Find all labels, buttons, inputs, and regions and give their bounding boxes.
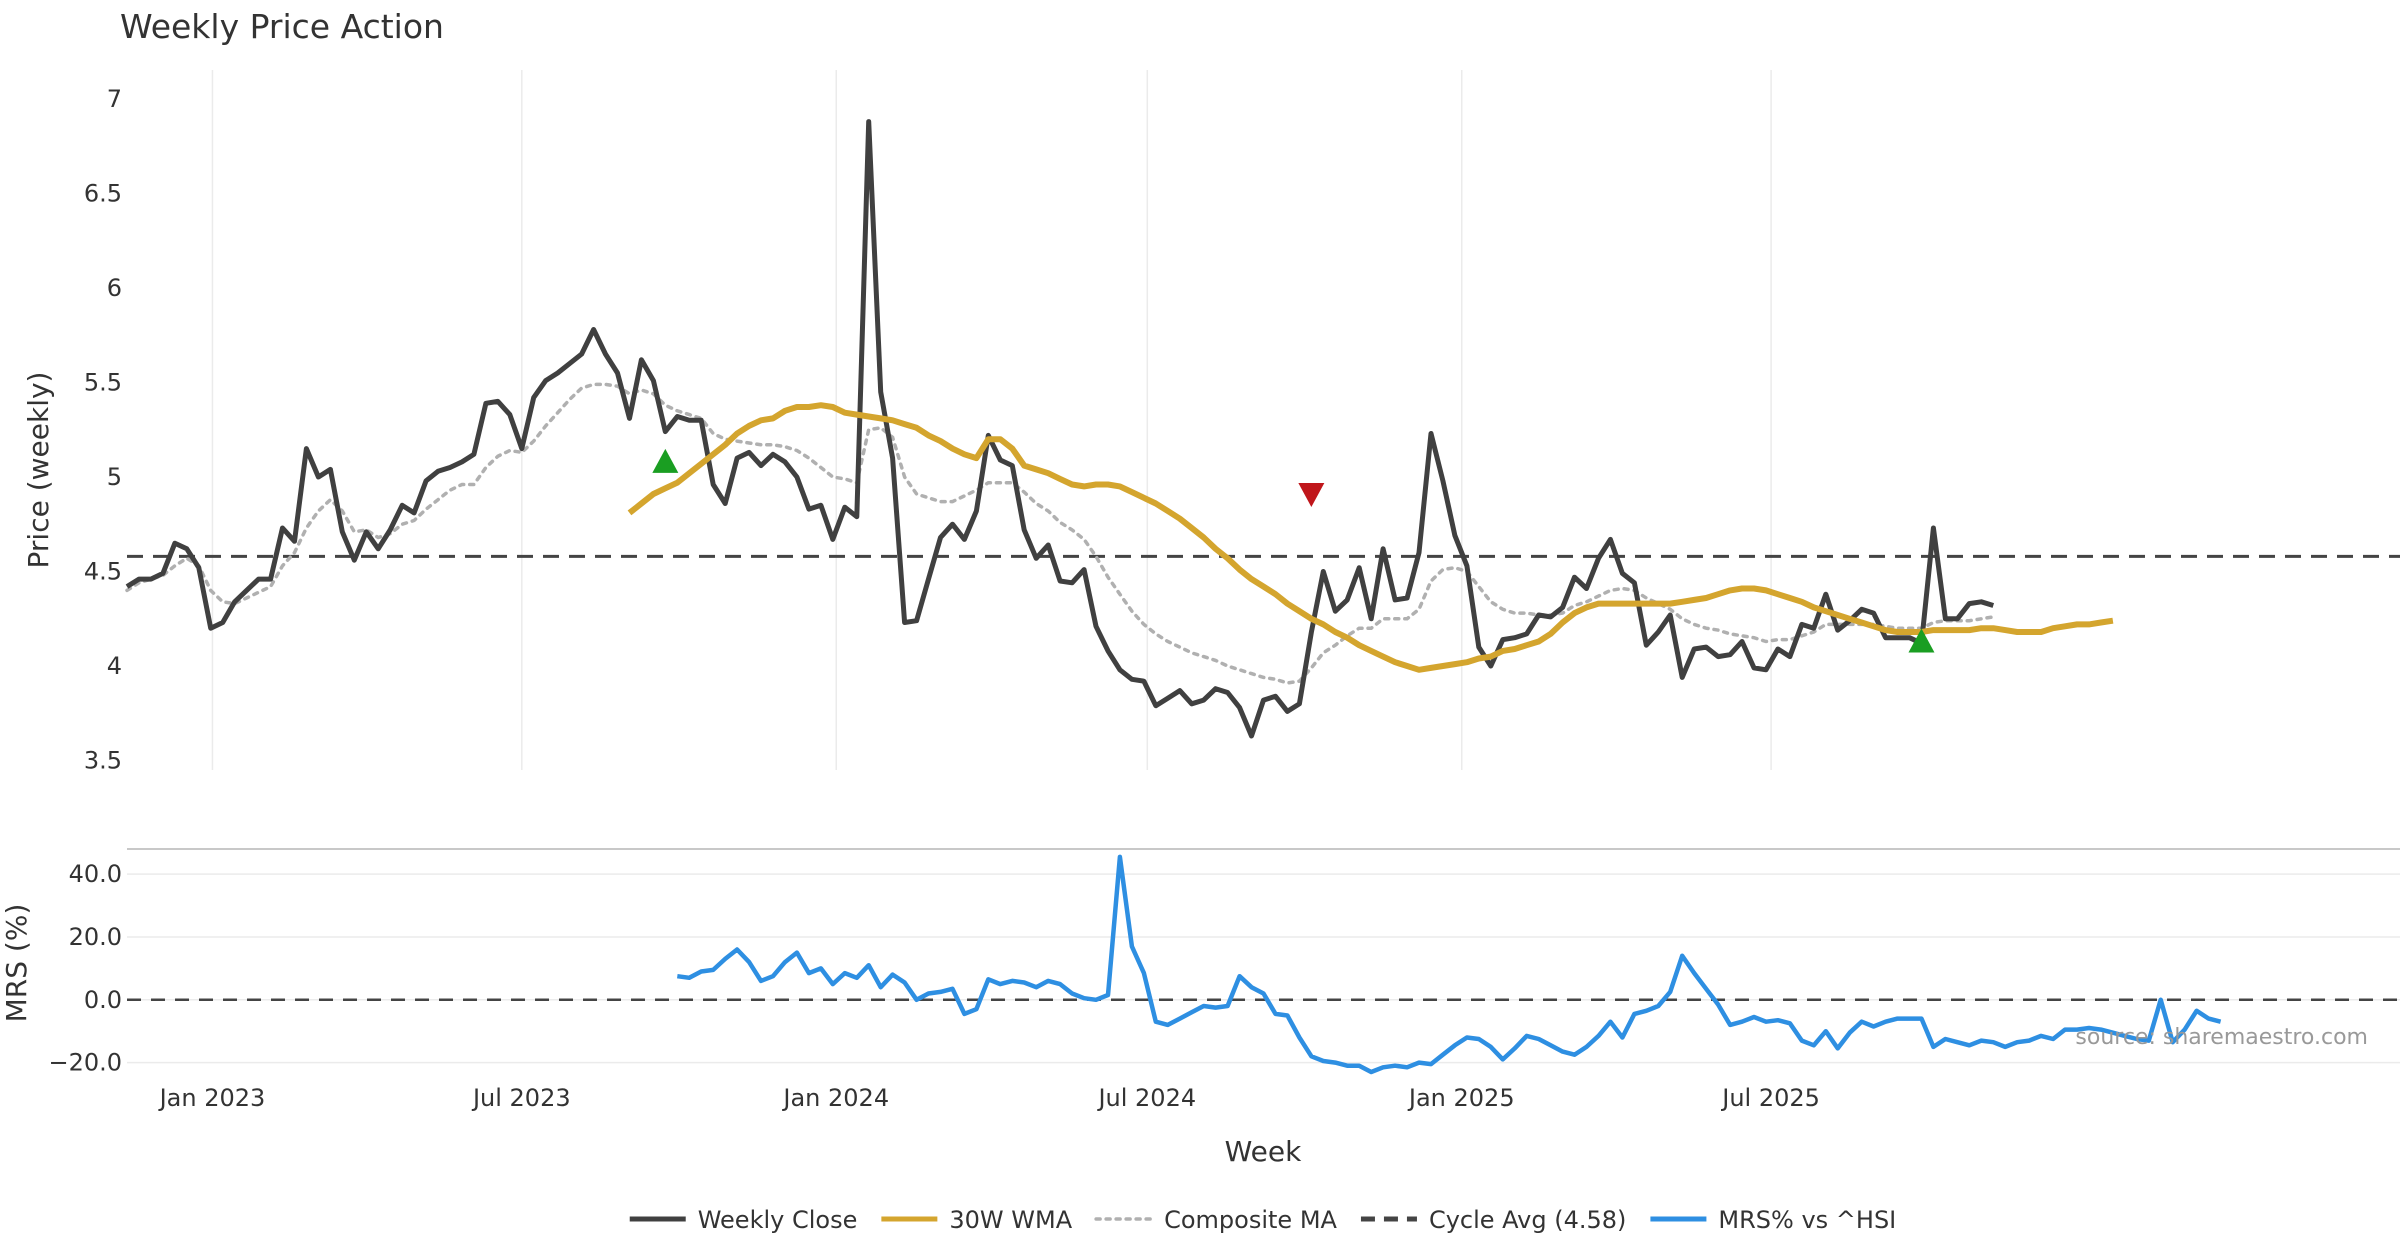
price-y-tick-label: 5: [107, 463, 122, 491]
price-y-tick-labels: 3.5 4 4.5 5 5.5 6 6.5 7: [84, 85, 122, 775]
legend-label-mrs-vs-hsi: MRS% vs ^HSI: [1718, 1206, 1896, 1234]
composite-ma-line: [125, 382, 1996, 685]
price-y-tick-label: 4: [107, 652, 122, 680]
mrs-series-group: [127, 854, 2400, 1075]
price-y-tick-label: 4.5: [84, 558, 122, 586]
mrs-y-tick-label: 20.0: [69, 923, 122, 951]
sell-signal-marker: [1298, 482, 1325, 507]
mrs-y-tick-label: 40.0: [69, 860, 122, 888]
mrs-line: [677, 854, 2222, 1075]
mrs-y-axis-label: MRS (%): [0, 904, 33, 1023]
x-tick-label: Jan 2024: [781, 1084, 889, 1112]
chart-legend: Weekly Close 30W WMA Composite MA Cycle Avg…: [629, 1206, 1896, 1234]
price-gridlines: [211, 70, 1772, 770]
legend-label-composite-ma: Composite MA: [1164, 1206, 1337, 1234]
price-series-group: [125, 119, 2400, 739]
x-tick-label: Jan 2025: [1407, 1084, 1515, 1112]
mrs-y-tick-labels: −20.0 0.0 20.0 40.0: [48, 860, 122, 1076]
price-y-axis-label: Price (weekly): [22, 372, 55, 569]
price-y-tick-label: 3.5: [84, 747, 122, 775]
mrs-y-tick-label: 0.0: [84, 986, 122, 1014]
legend-label-cycle-avg-4-58: Cycle Avg (4.58): [1429, 1206, 1626, 1234]
price-y-tick-label: 5.5: [84, 368, 122, 396]
mrs-y-tick-label: −20.0: [48, 1049, 122, 1077]
weekly-close-line: [125, 119, 1995, 739]
buy-signal-marker: [652, 448, 679, 473]
x-tick-label: Jul 2025: [1720, 1084, 1820, 1112]
x-tick-label: Jul 2024: [1096, 1084, 1196, 1112]
mrs-gridlines: [127, 873, 2400, 1064]
legend-label-weekly-close: Weekly Close: [698, 1206, 858, 1234]
chart-title: Weekly Price Action: [120, 7, 444, 46]
price-y-tick-label: 6.5: [84, 179, 122, 207]
x-tick-labels: Jan 2023 Jul 2023 Jan 2024 Jul 2024 Jan 2025…: [158, 1084, 1820, 1112]
wma-30w-line: [627, 402, 2114, 673]
x-tick-label: Jul 2023: [471, 1084, 571, 1112]
x-axis-label: Week: [1225, 1135, 1302, 1168]
price-y-tick-label: 7: [107, 85, 122, 113]
signal-markers: [652, 448, 1935, 653]
buy-signal-marker: [1908, 628, 1935, 653]
x-tick-label: Jan 2023: [158, 1084, 266, 1112]
legend-label-30w-wma: 30W WMA: [949, 1206, 1072, 1234]
source-annotation: source: sharemaestro.com: [2075, 1025, 2368, 1050]
price-y-tick-label: 6: [107, 274, 122, 302]
